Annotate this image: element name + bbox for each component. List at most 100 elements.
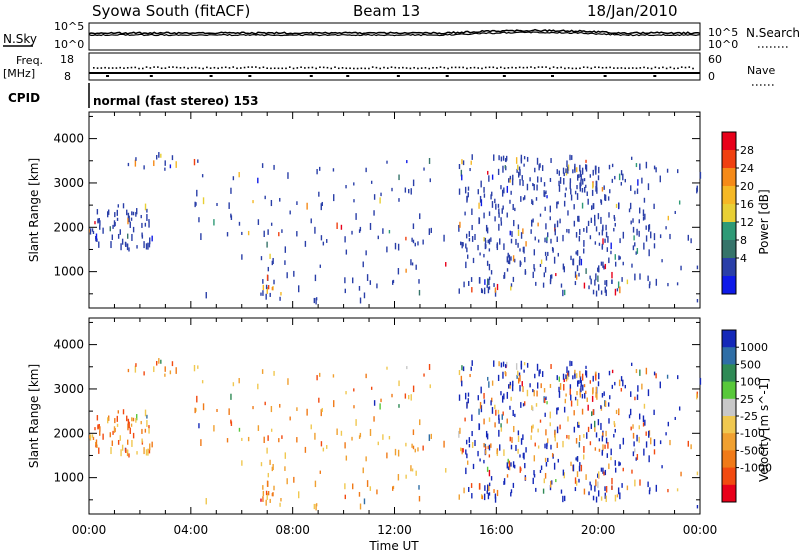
velocity-point (622, 379, 624, 387)
velocity-point (507, 458, 509, 464)
power-point (95, 235, 97, 240)
velocity-point (353, 405, 355, 409)
velocity-point (471, 442, 474, 448)
nave-point (477, 67, 480, 69)
velocity-point (594, 447, 597, 451)
power-point (483, 287, 486, 295)
velocity-point (95, 441, 97, 446)
velocity-point (96, 415, 99, 421)
power-point (418, 289, 421, 296)
velocity-point (491, 407, 494, 414)
freq-dropout (653, 75, 657, 77)
velocity-point (520, 438, 523, 445)
power-point (128, 215, 130, 223)
y-tick-label: 4000 (53, 132, 84, 146)
power-point (484, 237, 487, 242)
power-point (318, 191, 320, 197)
nave-point (598, 66, 600, 69)
power-point (520, 196, 522, 202)
velocity-point (465, 439, 468, 445)
power-point (554, 228, 556, 236)
power-point (605, 224, 607, 231)
velocity-point (504, 364, 507, 368)
velocity-point (149, 443, 151, 451)
power-point (502, 165, 504, 173)
power-backscatter (89, 152, 702, 305)
power-point (576, 265, 579, 272)
freq-left-tick-bottom: 8 (64, 70, 71, 83)
velocity-point (543, 478, 545, 484)
power-point (414, 242, 416, 247)
velocity-point (557, 407, 559, 411)
power-point (587, 198, 589, 205)
power-point (498, 155, 500, 161)
power-point (216, 202, 218, 207)
velocity-point (650, 437, 652, 445)
velocity-point (419, 419, 421, 426)
velocity-point (194, 407, 196, 414)
power-point (483, 253, 485, 258)
power-point (298, 285, 300, 293)
power-point (410, 259, 412, 266)
power-point (601, 229, 604, 236)
power-point (546, 236, 548, 241)
velocity-point (549, 484, 552, 491)
nave-point (209, 67, 212, 69)
site-title: Syowa South (fitACF) (92, 2, 250, 20)
y-tick-label: 1000 (53, 265, 84, 279)
velocity-point (358, 491, 361, 497)
power-point (369, 222, 372, 230)
power-point (576, 167, 578, 173)
velocity-point (564, 398, 567, 404)
velocity-point (595, 386, 597, 393)
velocity-point (443, 440, 445, 448)
velocity-point (322, 447, 325, 452)
power-point (266, 274, 269, 281)
velocity-point (630, 362, 633, 366)
velocity-point (677, 375, 679, 380)
nave-point (266, 67, 268, 70)
velocity-point (460, 447, 462, 452)
power-point (263, 230, 265, 238)
nave-point (221, 66, 223, 69)
velocity-point (583, 446, 585, 453)
power-point (604, 194, 607, 202)
velocity-point (171, 361, 174, 367)
power-point (594, 241, 597, 245)
velocity-point (490, 443, 492, 448)
power-point (529, 177, 531, 182)
velocity-point (532, 388, 534, 393)
velocity-point (304, 446, 307, 453)
power-point (622, 261, 624, 266)
velocity-point (536, 363, 539, 371)
power-point (109, 226, 111, 232)
velocity-colorbar-swatch (722, 450, 736, 469)
velocity-point (558, 386, 560, 393)
power-point (122, 203, 125, 209)
power-point (397, 268, 400, 275)
power-point (574, 163, 576, 171)
velocity-point (483, 493, 486, 501)
power-point (99, 225, 101, 230)
y-tick-label: 3000 (53, 176, 84, 190)
power-point (594, 279, 596, 286)
power-point (676, 282, 679, 286)
power-point (411, 237, 413, 242)
power-point (567, 164, 570, 171)
power-point (525, 241, 527, 247)
velocity-point (466, 401, 468, 409)
power-point (596, 187, 598, 194)
power-point (532, 200, 534, 206)
nave-point (594, 66, 596, 68)
power-point (486, 227, 489, 234)
velocity-point (592, 409, 595, 416)
power-point (558, 170, 560, 176)
power-point (112, 224, 114, 229)
nave-point (628, 67, 630, 69)
power-point (469, 168, 471, 172)
power-point (592, 203, 595, 210)
velocity-point (544, 397, 546, 404)
velocity-point (613, 423, 616, 428)
power-point (580, 174, 582, 181)
velocity-point (247, 436, 250, 442)
